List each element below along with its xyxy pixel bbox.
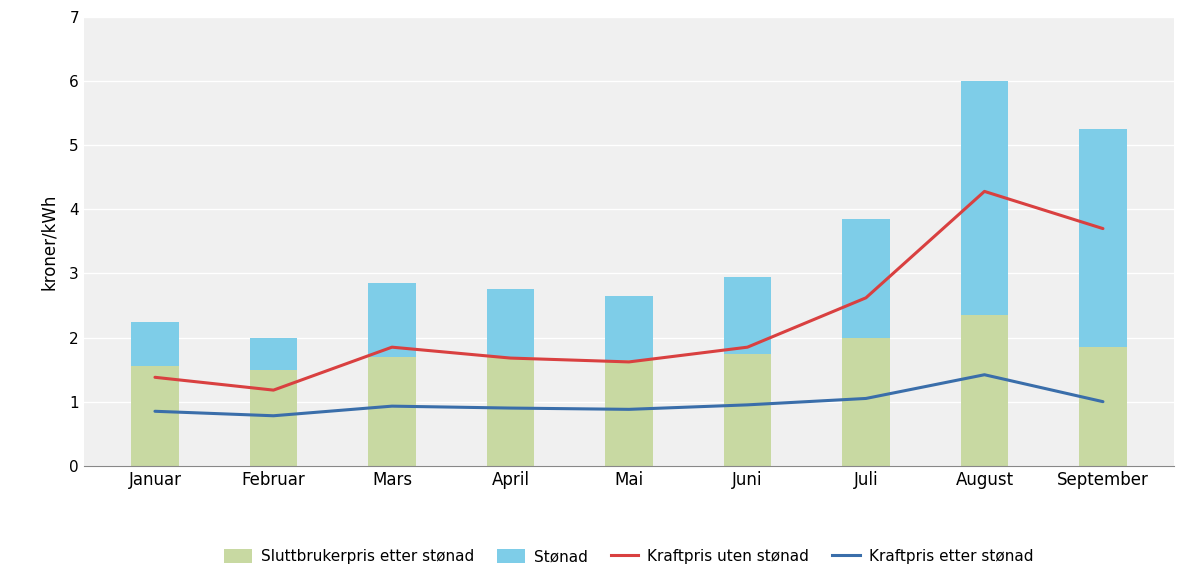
Bar <box>961 81 1009 315</box>
Bar <box>842 337 890 466</box>
Bar <box>961 315 1009 466</box>
Bar <box>842 219 890 337</box>
Bar <box>1079 130 1126 347</box>
Bar <box>486 290 534 357</box>
Bar <box>724 277 772 353</box>
Legend: Sluttbrukerpris etter stønad, Stønad, Kraftpris uten stønad, Kraftpris etter stø: Sluttbrukerpris etter stønad, Stønad, Kr… <box>218 543 1040 568</box>
Bar <box>1079 347 1126 466</box>
Bar <box>724 353 772 466</box>
Y-axis label: kroner/kWh: kroner/kWh <box>41 193 59 290</box>
Bar <box>249 370 297 466</box>
Bar <box>605 296 653 360</box>
Bar <box>249 337 297 370</box>
Bar <box>605 360 653 466</box>
Bar <box>368 283 416 357</box>
Bar <box>486 357 534 466</box>
Bar <box>368 357 416 466</box>
Bar <box>132 366 179 466</box>
Bar <box>132 321 179 366</box>
